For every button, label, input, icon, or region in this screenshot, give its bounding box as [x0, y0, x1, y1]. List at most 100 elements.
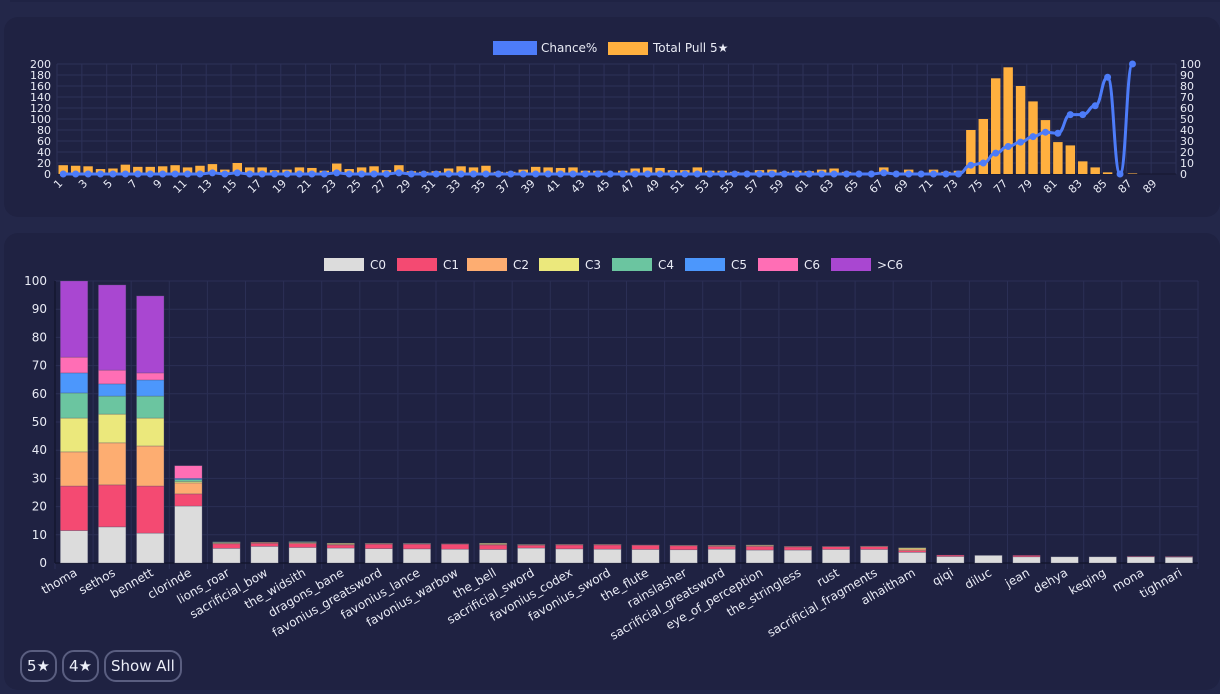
chance-point [184, 171, 191, 178]
legend-label: C0 [370, 258, 386, 272]
x-tick-label: 27 [370, 177, 389, 196]
legend-label: C2 [513, 258, 529, 272]
filter-5-star-button[interactable]: 5★ [20, 650, 57, 682]
chance-point [582, 171, 589, 178]
chance-point [1005, 143, 1012, 150]
chance-point [507, 171, 514, 178]
chance-point [967, 162, 974, 169]
stacked-segment-c1 [289, 544, 316, 548]
pull-bar [1041, 120, 1050, 174]
chance-point [855, 171, 862, 178]
x-tick-label: 7 [126, 177, 140, 191]
chance-point [1117, 171, 1124, 178]
pull-bar [1066, 145, 1075, 174]
x-tick-label: keqing [1067, 565, 1109, 597]
stacked-segment-c1 [175, 494, 202, 506]
pull-bar [1016, 86, 1025, 174]
stacked-segment-c0 [1051, 557, 1078, 563]
stacked-segment-c0 [670, 550, 697, 563]
y-tick-label: 80 [32, 330, 47, 344]
chance-point [520, 171, 527, 178]
stacked-segment-c1 [746, 546, 773, 550]
stacked-segment-c3 [746, 545, 773, 546]
stacked-segment-c0 [98, 527, 125, 563]
legend-swatch-total-pull [608, 42, 648, 55]
chance-point [657, 171, 664, 178]
chance-point [893, 171, 900, 178]
chance-point [681, 171, 688, 178]
x-tick-label: 63 [817, 177, 836, 196]
stacked-segment-c0 [365, 549, 392, 563]
stacked-segment-c3 [479, 543, 506, 544]
legend-swatch [612, 258, 652, 271]
stacked-segment-c2 [784, 546, 811, 547]
x-tick-label: 51 [668, 177, 687, 196]
chance-point [831, 171, 838, 178]
stacked-segment-c3 [137, 418, 164, 446]
stacked-segment-c1 [403, 544, 430, 549]
stacked-segment-c0 [175, 506, 202, 563]
stacked-segment-c1 [556, 545, 583, 549]
y-tick-label: 90 [32, 302, 47, 316]
chance-point [644, 171, 651, 178]
x-tick-label: 77 [991, 177, 1010, 196]
chance-point [1092, 102, 1099, 109]
chance-point [594, 171, 601, 178]
stacked-segment-c0 [479, 549, 506, 563]
x-tick-label: 57 [743, 177, 762, 196]
chance-point [60, 171, 67, 178]
x-tick-label: 1 [51, 177, 65, 191]
stacked-segment-c2 [60, 452, 87, 486]
chance-point [694, 171, 701, 178]
filter-4-star-button[interactable]: 4★ [62, 650, 99, 682]
stacked-segment-c1 [670, 546, 697, 550]
stacked-segment-c2 [556, 544, 583, 545]
x-tick-label: 53 [693, 177, 712, 196]
y-right-tick-label: 100 [1180, 58, 1201, 71]
chance-point [1054, 130, 1061, 137]
y-tick-label: 50 [32, 415, 47, 429]
chance-point [458, 171, 465, 178]
stacked-segment-c0 [137, 533, 164, 563]
show-all-button[interactable]: Show All [104, 650, 182, 682]
x-tick-label: 23 [320, 177, 339, 196]
stacked-segment-c2 [251, 542, 278, 543]
stacked-segment-c2 [860, 546, 887, 547]
chance-point [234, 169, 241, 176]
chance-point [445, 171, 452, 178]
x-tick-label: 11 [171, 177, 190, 196]
stacked-segment-c1 [441, 544, 468, 549]
chance-point [85, 171, 92, 178]
stacked-segment-c1 [1165, 557, 1192, 558]
chance-point [930, 171, 937, 178]
chance-point [284, 171, 291, 178]
stacked-segment-gtc6 [98, 285, 125, 370]
chance-point [358, 171, 365, 178]
x-tick-label: 71 [917, 177, 936, 196]
stacked-segment-c0 [708, 549, 735, 563]
stacked-segment-c6 [98, 370, 125, 384]
legend-label-chance: Chance% [541, 41, 597, 55]
stacked-segment-c3 [98, 414, 125, 443]
chance-point [495, 171, 502, 178]
chance-point [159, 171, 166, 178]
pull-distribution-chart: 0204060801001201401601802000102030405060… [4, 17, 1220, 217]
chance-point [607, 171, 614, 178]
stacked-segment-c1 [708, 546, 735, 549]
stacked-segment-c2 [137, 446, 164, 486]
x-tick-label: 79 [1016, 177, 1035, 196]
chance-point [955, 171, 962, 178]
y-tick-label: 20 [32, 500, 47, 514]
x-tick-label: 13 [195, 177, 214, 196]
chance-point [768, 171, 775, 178]
chance-point [395, 169, 402, 176]
legend-swatch [397, 258, 437, 271]
chance-point [818, 171, 825, 178]
stacked-segment-c1 [1127, 556, 1154, 557]
stacked-segment-c0 [937, 557, 964, 563]
chance-point [134, 171, 141, 178]
stacked-segment-c1 [251, 543, 278, 546]
stacked-segment-c4 [289, 542, 316, 543]
stacked-segment-c3 [899, 548, 926, 549]
stacked-segment-c1 [822, 547, 849, 550]
